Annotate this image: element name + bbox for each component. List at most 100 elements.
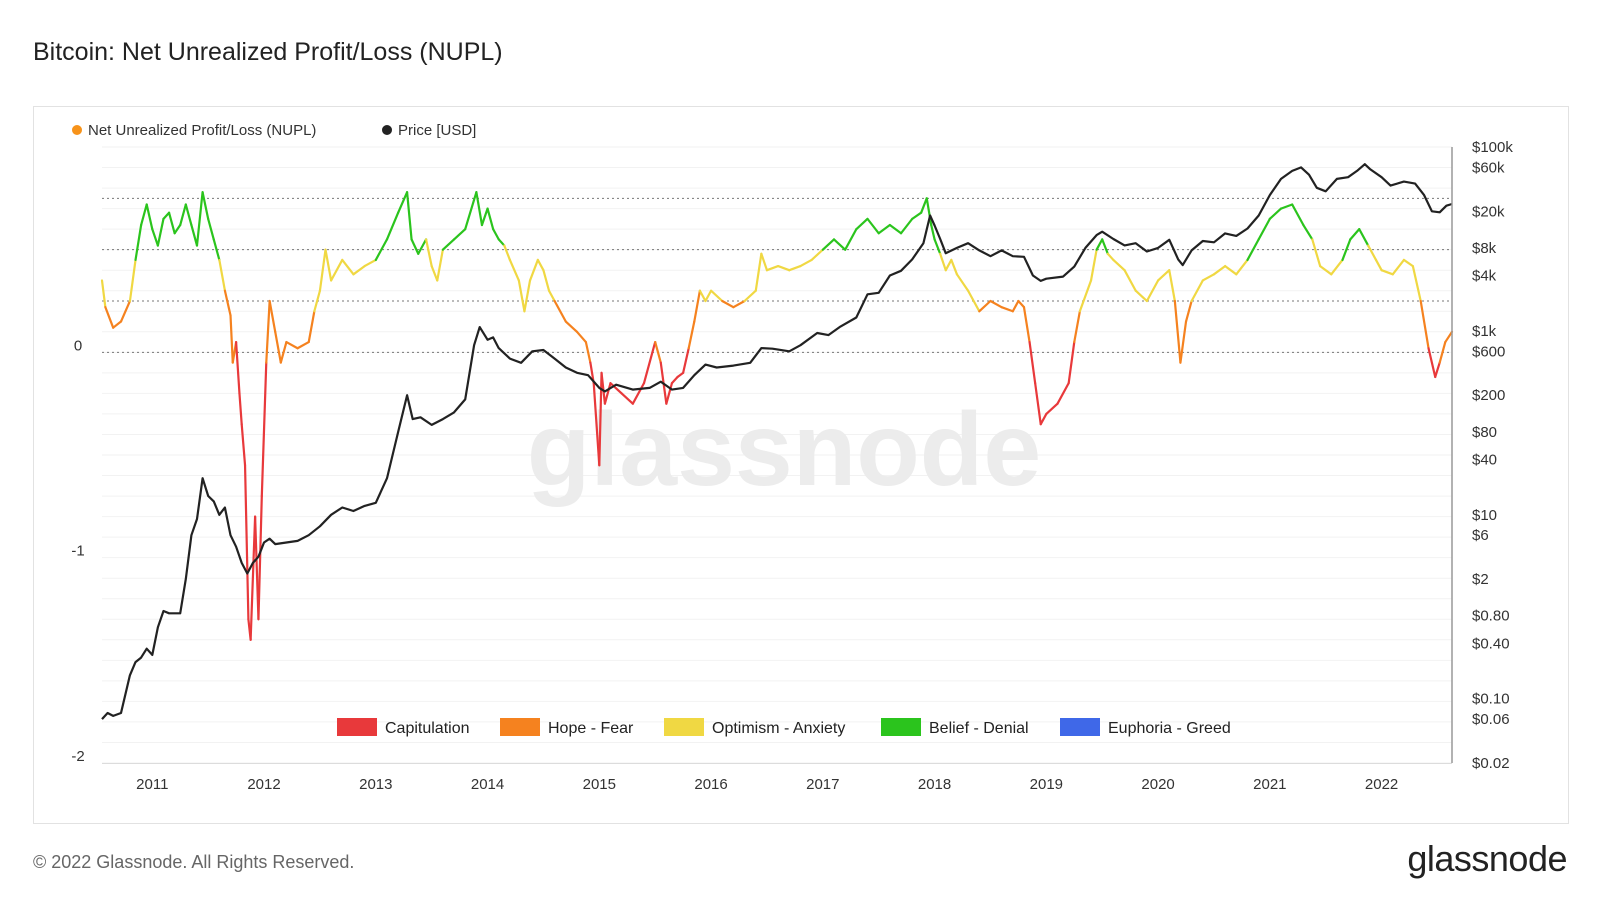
- nupl-segment: [600, 371, 606, 405]
- legend-dot: [72, 125, 82, 135]
- nupl-segment: [670, 375, 679, 385]
- nupl-segment: [564, 320, 579, 333]
- nupl-segment: [676, 371, 685, 379]
- y-right-tick-label: $2: [1472, 571, 1489, 588]
- nupl-segment: [967, 289, 981, 313]
- zone-legend-item[interactable]: Euphoria - Greed: [1060, 718, 1231, 737]
- nupl-segment: [1078, 279, 1093, 313]
- nupl-segment: [480, 207, 489, 227]
- nupl-segment: [167, 211, 176, 235]
- nupl-segment: [1022, 306, 1031, 344]
- nupl-segment: [777, 264, 791, 272]
- nupl-segment: [179, 203, 187, 227]
- nupl-segment: [1438, 340, 1447, 364]
- nupl-segment: [832, 238, 847, 251]
- nupl-segment: [452, 228, 467, 241]
- price-line: [101, 163, 1453, 720]
- nupl-segment: [1028, 340, 1037, 385]
- zone-legend-item[interactable]: Belief - Denial: [881, 718, 1029, 737]
- nupl-segment: [424, 238, 433, 268]
- legend-bottom[interactable]: Capitulation Hope - Fear Optimism - Anxiet…: [337, 718, 1231, 737]
- nupl-segment: [1201, 273, 1216, 282]
- nupl-segment: [1367, 244, 1378, 262]
- nupl-segment: [1257, 217, 1271, 241]
- nupl-segment: [324, 248, 333, 282]
- nupl-segment: [329, 258, 344, 282]
- nupl-segment: [592, 382, 601, 467]
- y-right-tick-label: $1k: [1472, 323, 1497, 340]
- nupl-segment: [1311, 238, 1322, 268]
- legend-top[interactable]: Net Unrealized Profit/Loss (NUPL) Price […: [72, 122, 476, 139]
- axes: 2011 2012 2013 2014 2015 2016 2017 2018 2019 2020…: [71, 139, 1513, 793]
- y-right-tick-label: $80: [1472, 424, 1497, 441]
- nupl-segment: [765, 264, 780, 272]
- zone-label: Belief - Denial: [929, 720, 1029, 737]
- nupl-segment: [855, 217, 869, 231]
- nupl-segment: [642, 340, 657, 385]
- nupl-segment: [1045, 402, 1059, 416]
- nupl-segment: [844, 228, 858, 251]
- nupl-segment: [1319, 264, 1333, 276]
- x-tick-label: 2012: [247, 776, 280, 793]
- nupl-segment: [1402, 258, 1414, 268]
- x-tick-label: 2018: [918, 776, 951, 793]
- nupl-segment: [201, 191, 210, 220]
- price-series: [101, 163, 1453, 720]
- nupl-segment: [1190, 279, 1204, 303]
- nupl-segment: [1112, 258, 1126, 272]
- nupl-segment: [799, 258, 813, 268]
- nupl-segment: [1235, 258, 1249, 276]
- nupl-segment: [754, 252, 763, 292]
- nupl-segment: [352, 264, 366, 276]
- nupl-segment: [475, 191, 484, 227]
- nupl-segment: [397, 191, 409, 214]
- nupl-segment: [1391, 258, 1406, 276]
- nupl-segment: [788, 264, 802, 272]
- x-tick-label: 2014: [471, 776, 504, 793]
- nupl-segment: [709, 289, 724, 303]
- y-right-tick-label: $0.80: [1472, 608, 1510, 625]
- nupl-segment: [341, 258, 355, 276]
- zone-legend-item[interactable]: Hope - Fear: [500, 718, 634, 737]
- nupl-segment: [417, 238, 428, 255]
- nupl-segment: [140, 203, 148, 227]
- nupl-segment: [944, 258, 953, 272]
- nupl-segment: [313, 289, 322, 313]
- nupl-segment: [195, 191, 204, 247]
- y-right-tick-label: $600: [1472, 343, 1505, 360]
- legend-item-price[interactable]: Price [USD]: [382, 122, 476, 139]
- nupl-segment: [296, 340, 310, 350]
- nupl-segment: [1095, 238, 1104, 251]
- y-right-tick-label: $0.02: [1472, 755, 1510, 772]
- nupl-segment: [1374, 258, 1383, 272]
- y-right-tick-label: $0.40: [1472, 635, 1510, 652]
- zone-legend-item[interactable]: Optimism - Anxiety: [664, 718, 845, 737]
- nupl-segment: [1302, 223, 1314, 241]
- nupl-segment: [218, 258, 227, 292]
- nupl-segment: [978, 299, 992, 313]
- x-tick-label: 2013: [359, 776, 392, 793]
- nupl-segment: [260, 361, 268, 498]
- nupl-segment: [536, 258, 545, 272]
- nupl-segment: [631, 382, 646, 405]
- zone-legend-item[interactable]: Capitulation: [337, 718, 470, 737]
- nupl-segment: [609, 382, 623, 395]
- copyright-text: © 2022 Glassnode. All Rights Reserved.: [33, 852, 355, 872]
- nupl-segment: [1358, 228, 1370, 247]
- nupl-segment: [492, 228, 500, 241]
- nupl-segment: [405, 191, 413, 241]
- zone-label: Optimism - Anxiety: [712, 720, 845, 737]
- legend-item-nupl[interactable]: Net Unrealized Profit/Loss (NUPL): [72, 122, 316, 139]
- nupl-segment: [223, 289, 232, 317]
- nupl-segment: [265, 299, 271, 364]
- nupl-segment: [279, 340, 288, 364]
- x-tick-label: 2020: [1141, 776, 1174, 793]
- nupl-segment: [920, 197, 928, 214]
- nupl-segment: [950, 258, 959, 276]
- nupl-segment: [682, 347, 690, 374]
- nupl-segment: [1268, 207, 1283, 220]
- nupl-segment: [810, 248, 824, 262]
- nupl-segment: [1427, 347, 1437, 379]
- watermark: glassnode: [527, 392, 1041, 508]
- nupl-segment: [441, 238, 456, 251]
